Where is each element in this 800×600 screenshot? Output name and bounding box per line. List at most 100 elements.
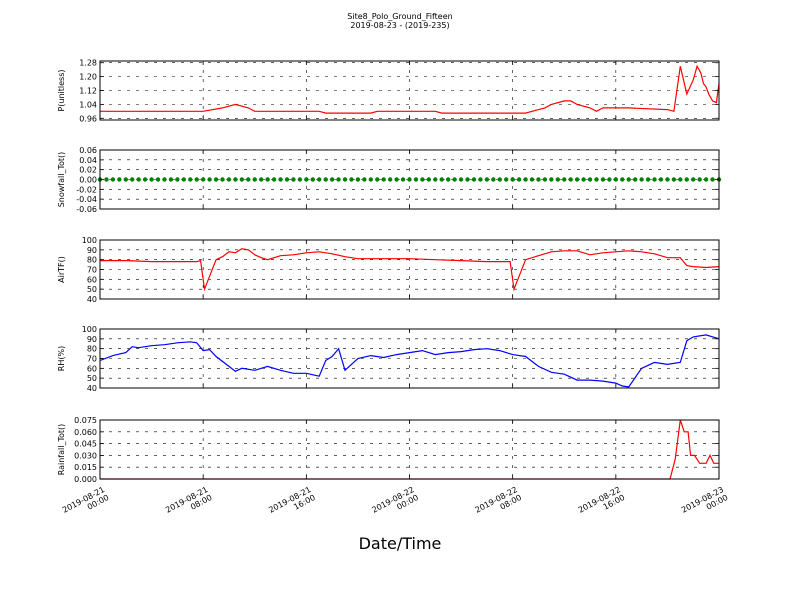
panel-3-ytick-label: 70 [87,355,97,364]
panel-1-point [207,177,212,182]
panel-1-point [336,177,341,182]
panel-2-ytick-label: 90 [87,246,97,255]
panel-0-ytick-label: 1.20 [79,73,97,82]
panel-1-point [542,177,548,182]
panel-1-point [600,177,606,182]
panel-1-point [665,177,670,182]
panel-1-point [523,177,528,182]
panel-1-ytick-label: -0.04 [76,195,97,204]
panel-3-ytick-label: 100 [82,325,97,334]
panel-1-point [684,177,689,182]
panel-2-ytick-label: 80 [87,256,97,265]
panel-1-point [394,177,399,182]
panel-1-point [516,177,522,182]
panel-1-point [613,177,619,182]
panel-1-point [407,177,412,182]
panel-3-ytick-label: 50 [87,374,97,383]
panel-0-ylabel: P(unitless) [57,69,66,111]
panel-2-ytick-label: 40 [87,295,97,304]
panel-1-point [181,177,187,182]
panel-1-point [278,177,283,182]
panel-1-point [168,177,174,182]
panel-1-point [258,177,264,182]
panel-1-point [452,177,457,182]
panel-1-point [645,177,651,182]
panel-1-point [620,177,625,182]
panel-1-point [510,177,515,182]
panel-1-point [478,177,483,182]
panel-4-ytick-label: 0.000 [74,475,97,484]
panel-1-point [639,177,644,182]
panel-1-point [155,177,161,182]
panel-1-point [697,177,702,182]
panel-3-ytick-label: 90 [87,335,97,344]
x-axis-label: Date/Time [358,534,442,553]
panel-1-ytick-label: -0.02 [76,185,97,194]
panel-1-point [536,177,541,182]
panel-1-point [387,177,393,182]
panel-0-series-line [100,64,720,114]
panel-1-point [123,177,128,182]
panel-1-point [439,177,444,182]
panel-3-ytick-label: 80 [87,345,97,354]
panel-1-point [213,177,219,182]
panel-4-series-line [100,419,719,480]
panel-4-ylabel: Rainfall_Tot() [57,424,66,476]
panel-1-point [284,177,290,182]
panel-1-point [400,177,406,182]
panel-1-point [626,177,631,182]
panel-1-point [136,177,141,182]
panel-3-ytick-label: 40 [87,384,97,393]
panel-3-series-line [99,334,720,388]
panel-1-point [200,177,206,182]
panel-1-ytick-label: 0.04 [79,156,97,165]
panel-1-point [420,177,425,182]
panel-1-point [504,177,509,182]
panel-1-point [233,177,238,182]
panel-1-point [304,177,309,182]
panel-1-point [491,177,496,182]
panel-1-point [678,177,683,182]
panel-1-point [484,177,490,182]
panel-1-ytick-label: 0.00 [79,176,97,185]
panel-1-point [497,177,502,182]
panel-3-ylabel: RH(%) [57,346,66,371]
panel-1-point [710,177,715,182]
panel-1-point [317,177,322,182]
panel-4-ytick-label: 0.015 [74,463,97,472]
panel-1-point [632,177,638,182]
panel-1-point [594,177,599,182]
panel-1-point [149,177,154,182]
panel-1-point [323,177,328,182]
panel-1-point [110,177,116,182]
panel-2-ytick-label: 100 [82,236,97,245]
panel-2-ytick-label: 60 [87,275,97,284]
panel-1-point [445,177,451,182]
panel-1-point [342,177,348,182]
panel-1-point [239,177,245,182]
panel-2-ylabel: AirTF() [57,256,66,283]
panel-1-point [291,177,296,182]
panel-2-series-line [100,248,720,292]
panel-1-point [433,177,438,182]
panel-1-point [226,177,232,182]
panel-1-point [297,177,303,182]
panel-1-point [349,177,354,182]
panel-4-ytick-label: 0.075 [74,416,97,425]
panel-1-point [329,177,335,182]
panel-1-point [252,177,257,182]
chart-title: Site8_Polo_Ground_Fifteen [347,12,453,21]
panel-1-point [587,177,593,182]
panel-1-point [703,177,709,182]
panel-1-point [581,177,586,182]
panel-1-point [104,177,109,182]
panel-1-point [310,177,315,182]
panel-1-point [220,177,225,182]
panel-1-point [671,177,677,182]
panel-1-point [175,177,180,182]
